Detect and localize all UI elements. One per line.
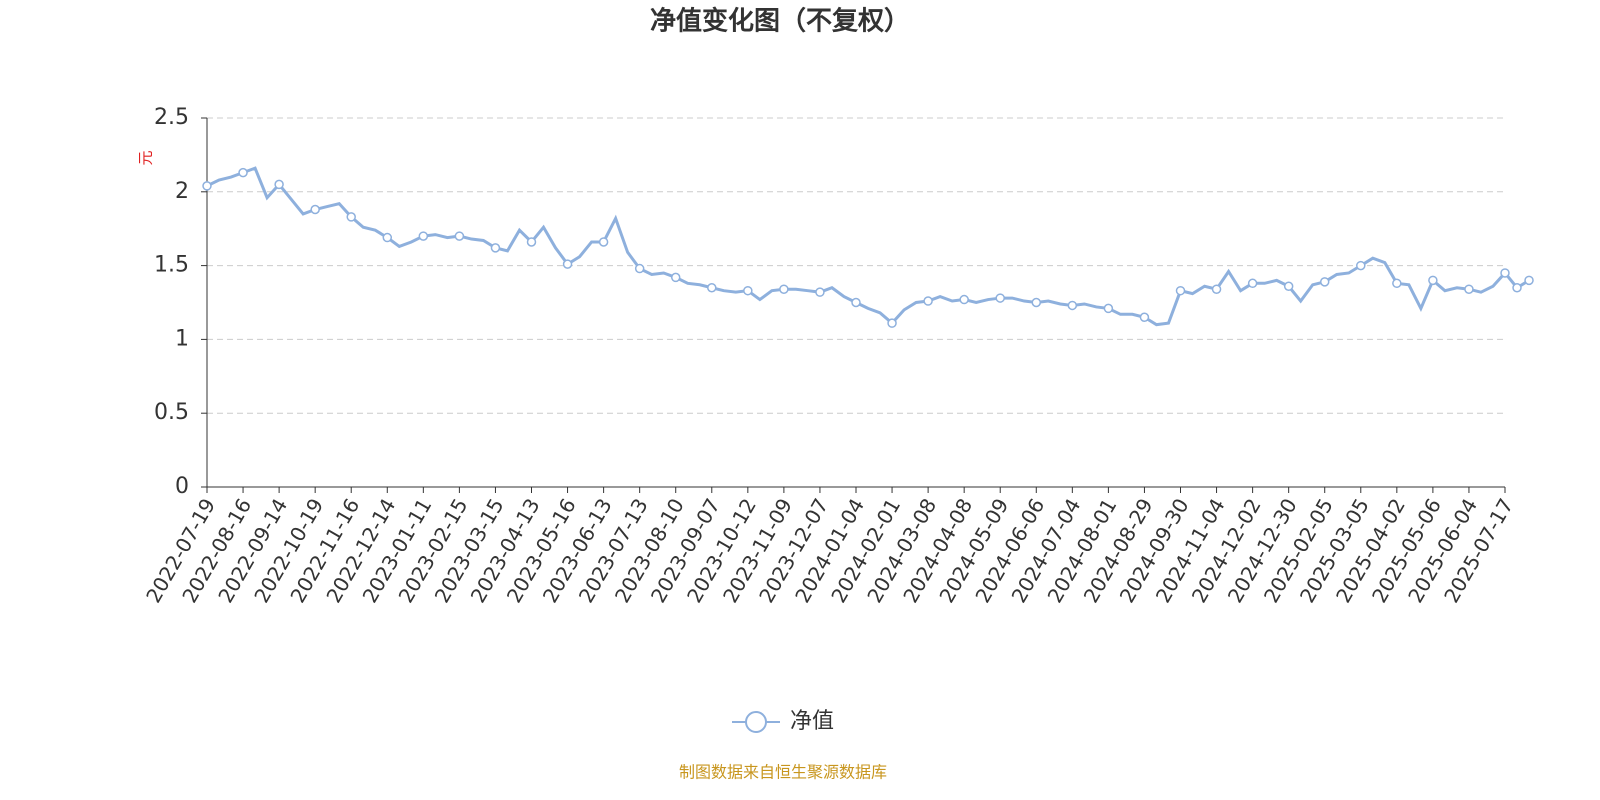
- point-marker: [815, 287, 825, 297]
- point-marker: [418, 231, 429, 241]
- point-marker: [1175, 285, 1186, 296]
- point-marker: [1428, 275, 1438, 286]
- point-marker: [1392, 278, 1402, 289]
- chart-title: 净值变化图（不复权）: [650, 6, 910, 37]
- point-marker: [887, 318, 897, 328]
- point-marker: [634, 263, 645, 274]
- y-tick-label: 2: [175, 179, 189, 204]
- point-marker: [526, 237, 537, 247]
- point-marker: [1319, 277, 1330, 287]
- point-marker: [274, 179, 284, 190]
- point-marker: [454, 231, 465, 241]
- source-note: 制图数据来自恒生聚源数据库: [679, 763, 887, 782]
- point-marker: [1139, 312, 1150, 323]
- y-tick-label: 1: [175, 326, 189, 351]
- point-marker: [202, 181, 212, 191]
- point-marker: [1283, 281, 1294, 292]
- point-marker: [923, 296, 933, 306]
- y-tick-label: 0: [175, 474, 189, 499]
- legend-marker: [745, 711, 767, 733]
- point-marker: [1524, 275, 1534, 286]
- point-marker: [779, 284, 789, 294]
- y-tick-label: 0.5: [154, 400, 189, 425]
- point-marker: [995, 293, 1005, 303]
- point-marker: [310, 204, 320, 215]
- y-tick-label: 2.5: [154, 105, 189, 130]
- point-marker: [346, 212, 356, 222]
- point-marker: [959, 294, 969, 305]
- y-axis-label: 元: [137, 150, 155, 165]
- point-marker: [707, 282, 717, 293]
- point-marker: [1512, 282, 1522, 293]
- point-marker: [1356, 260, 1366, 271]
- point-marker: [1031, 297, 1042, 308]
- legend-label: 净值: [790, 709, 834, 734]
- point-marker: [1500, 268, 1510, 278]
- point-marker: [1103, 303, 1114, 314]
- point-marker: [238, 167, 248, 178]
- point-marker: [1067, 300, 1078, 311]
- point-marker: [1211, 284, 1222, 294]
- y-tick-label: 1.5: [154, 253, 189, 278]
- point-marker: [1464, 284, 1474, 294]
- point-marker: [670, 272, 681, 283]
- point-marker: [382, 232, 393, 243]
- point-marker: [598, 237, 609, 247]
- point-marker: [851, 297, 861, 308]
- point-marker: [1247, 278, 1258, 289]
- point-marker: [743, 285, 753, 296]
- point-marker: [490, 243, 501, 253]
- point-marker: [562, 259, 573, 269]
